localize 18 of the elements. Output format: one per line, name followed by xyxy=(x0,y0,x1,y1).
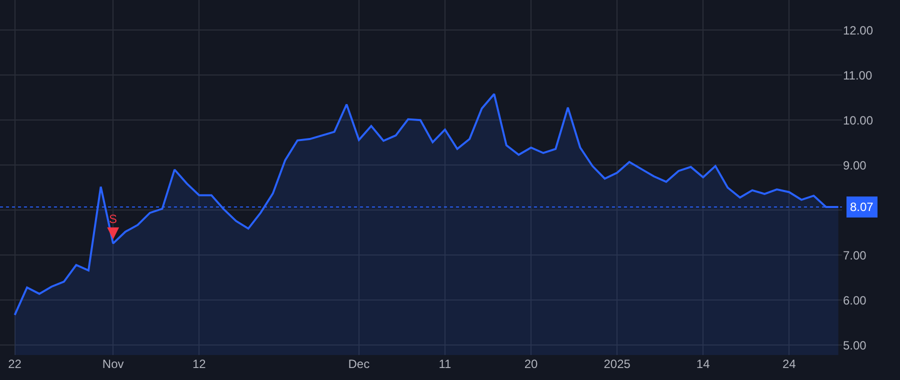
y-tick-label: 12.00 xyxy=(843,23,874,38)
ref-line-label: 8.07 xyxy=(850,200,874,214)
x-tick-label: 2025 xyxy=(604,357,631,371)
y-tick-label: 7.00 xyxy=(843,248,867,262)
y-tick-label: 6.00 xyxy=(843,293,867,308)
y-tick-label: 11.00 xyxy=(843,68,872,82)
y-tick-label: 10.00 xyxy=(843,113,874,128)
y-tick-label: 9.00 xyxy=(843,158,867,172)
x-tick-label: Nov xyxy=(102,357,124,371)
x-tick-label: 24 xyxy=(782,357,796,371)
x-tick-label: 20 xyxy=(524,357,538,371)
x-tick-label: 11 xyxy=(438,357,452,371)
x-tick-label: 22 xyxy=(8,357,22,371)
annotation: S xyxy=(109,212,118,226)
x-tick-label: Dec xyxy=(348,357,370,371)
x-tick-label: 12 xyxy=(192,357,206,371)
x-tick-label: 14 xyxy=(696,357,710,371)
y-tick-label: 5.00 xyxy=(843,338,867,352)
